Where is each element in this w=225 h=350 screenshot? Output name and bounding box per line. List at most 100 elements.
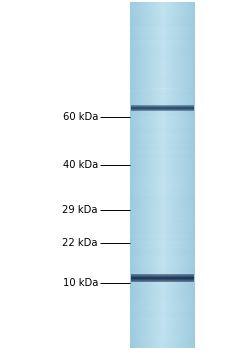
Bar [130,50,195,54]
Bar [130,75,195,78]
Bar [130,293,195,296]
Bar [144,2,145,348]
Bar [162,2,163,348]
Bar [138,2,139,348]
Bar [191,2,192,348]
Bar [130,178,195,182]
Bar [130,61,195,64]
Bar [136,2,137,348]
Bar [130,2,195,6]
Bar [161,2,162,348]
Text: 29 kDa: 29 kDa [63,205,98,215]
Bar [130,289,195,293]
Bar [130,334,195,338]
Bar [166,2,167,348]
Bar [130,151,195,154]
Bar [194,2,195,348]
Bar [130,33,195,37]
Bar [130,140,195,144]
Bar [130,43,195,47]
Bar [130,40,195,43]
Bar [165,2,166,348]
Bar [130,127,195,130]
Bar [183,2,184,348]
Bar [130,123,195,127]
Bar [150,2,151,348]
Bar [130,78,195,82]
Bar [130,234,195,237]
Bar [176,2,177,348]
Bar [164,2,165,348]
Bar [155,2,156,348]
Bar [130,327,195,331]
Bar [130,199,195,203]
Bar [137,2,138,348]
Bar [130,241,195,244]
Bar [134,2,135,348]
Bar [130,113,195,116]
Bar [130,261,195,265]
Bar [148,2,149,348]
Bar [130,137,195,140]
Bar [169,2,170,348]
Bar [156,2,157,348]
Bar [130,158,195,161]
Bar [130,220,195,223]
Bar [130,68,195,71]
Bar [130,206,195,210]
Bar [189,2,190,348]
Bar [130,47,195,50]
Bar [130,223,195,227]
Bar [151,2,152,348]
Bar [132,2,133,348]
Text: 22 kDa: 22 kDa [63,238,98,248]
Bar [131,2,132,348]
Bar [130,168,195,172]
Bar [147,2,148,348]
Bar [130,92,195,96]
Bar [130,258,195,261]
Bar [168,2,169,348]
Bar [192,2,193,348]
Bar [130,9,195,12]
Bar [130,23,195,26]
Bar [185,2,186,348]
Bar [135,2,136,348]
Bar [130,244,195,248]
Text: 10 kDa: 10 kDa [63,278,98,288]
Bar [153,2,154,348]
Bar [142,2,143,348]
Bar [130,120,195,123]
Bar [130,109,195,113]
Bar [130,37,195,40]
Bar [130,54,195,57]
Text: 60 kDa: 60 kDa [63,112,98,122]
Bar [130,296,195,300]
Bar [157,2,158,348]
Bar [130,217,195,220]
Bar [178,2,179,348]
Bar [163,2,164,348]
Bar [130,16,195,19]
Bar [130,172,195,175]
Bar [130,186,195,189]
Bar [130,279,195,282]
Bar [130,300,195,303]
Bar [181,2,182,348]
Bar [182,2,183,348]
Bar [130,26,195,30]
Bar [179,2,180,348]
Bar [130,71,195,75]
Bar [130,344,195,348]
Bar [180,2,181,348]
Bar [130,272,195,275]
Bar [130,303,195,307]
Bar [130,282,195,286]
Bar [130,96,195,99]
Bar [130,147,195,151]
Bar [130,2,131,348]
Bar [130,317,195,320]
Bar [130,310,195,313]
Bar [130,286,195,289]
Bar [130,144,195,147]
